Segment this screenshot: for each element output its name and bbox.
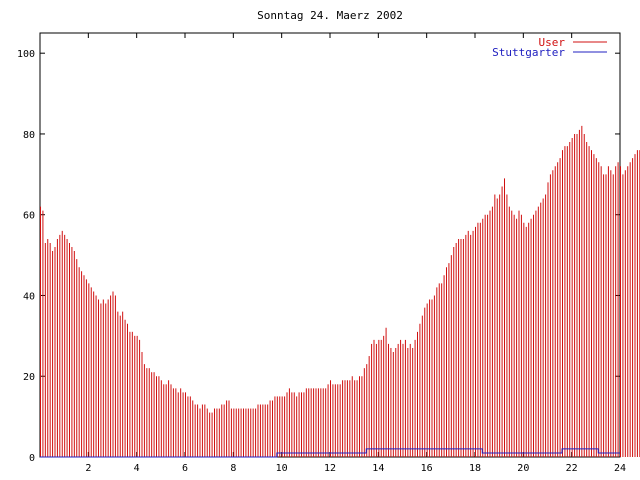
x-tick-label: 8 (230, 463, 236, 474)
x-tick-label: 18 (469, 463, 481, 474)
x-tick-label: 22 (566, 463, 578, 474)
y-tick-label: 80 (23, 130, 35, 141)
x-tick-label: 6 (182, 463, 188, 474)
y-tick-label: 100 (17, 49, 35, 60)
y-tick-label: 20 (23, 372, 35, 383)
y-tick-label: 40 (23, 291, 35, 302)
x-tick-label: 16 (421, 463, 433, 474)
x-tick-label: 20 (517, 463, 529, 474)
legend-label-stuttgarter: Stuttgarter (492, 46, 565, 59)
chart-legend: User Stuttgarter (492, 36, 607, 59)
x-tick-label: 14 (372, 463, 384, 474)
x-tick-label: 24 (614, 463, 626, 474)
legend-label-user: User (539, 36, 566, 49)
series-line-stuttgarter (40, 448, 620, 458)
y-tick-label: 0 (29, 453, 35, 464)
y-tick-label: 60 (23, 211, 35, 222)
x-tick-label: 12 (324, 463, 336, 474)
x-tick-label: 10 (276, 463, 288, 474)
x-tick-label: 4 (134, 463, 140, 474)
chart-title: Sonntag 24. Maerz 2002 (257, 9, 403, 22)
x-tick-label: 2 (85, 463, 91, 474)
